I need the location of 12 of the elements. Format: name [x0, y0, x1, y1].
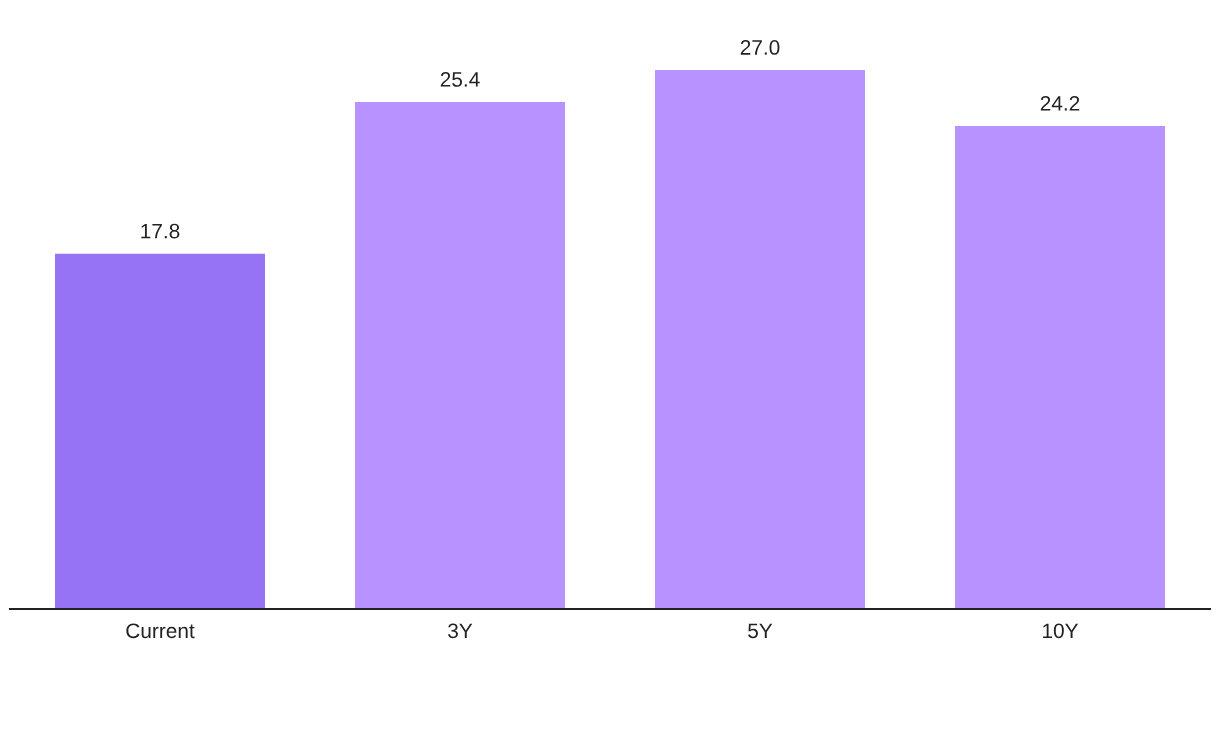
x-tick-label: 3Y — [448, 623, 473, 639]
data-label: 24.2 — [1040, 95, 1080, 111]
data-label: 25.4 — [440, 72, 480, 87]
data-label: 27.0 — [740, 40, 780, 55]
bar — [655, 70, 865, 609]
x-tick-label: 10Y — [1043, 623, 1079, 639]
bar — [955, 125, 1165, 609]
bar — [55, 253, 265, 609]
x-tick-label: 5Y — [748, 623, 773, 639]
bar — [355, 102, 565, 609]
x-tick-label: Current — [126, 623, 195, 639]
data-label: 17.8 — [141, 223, 180, 239]
